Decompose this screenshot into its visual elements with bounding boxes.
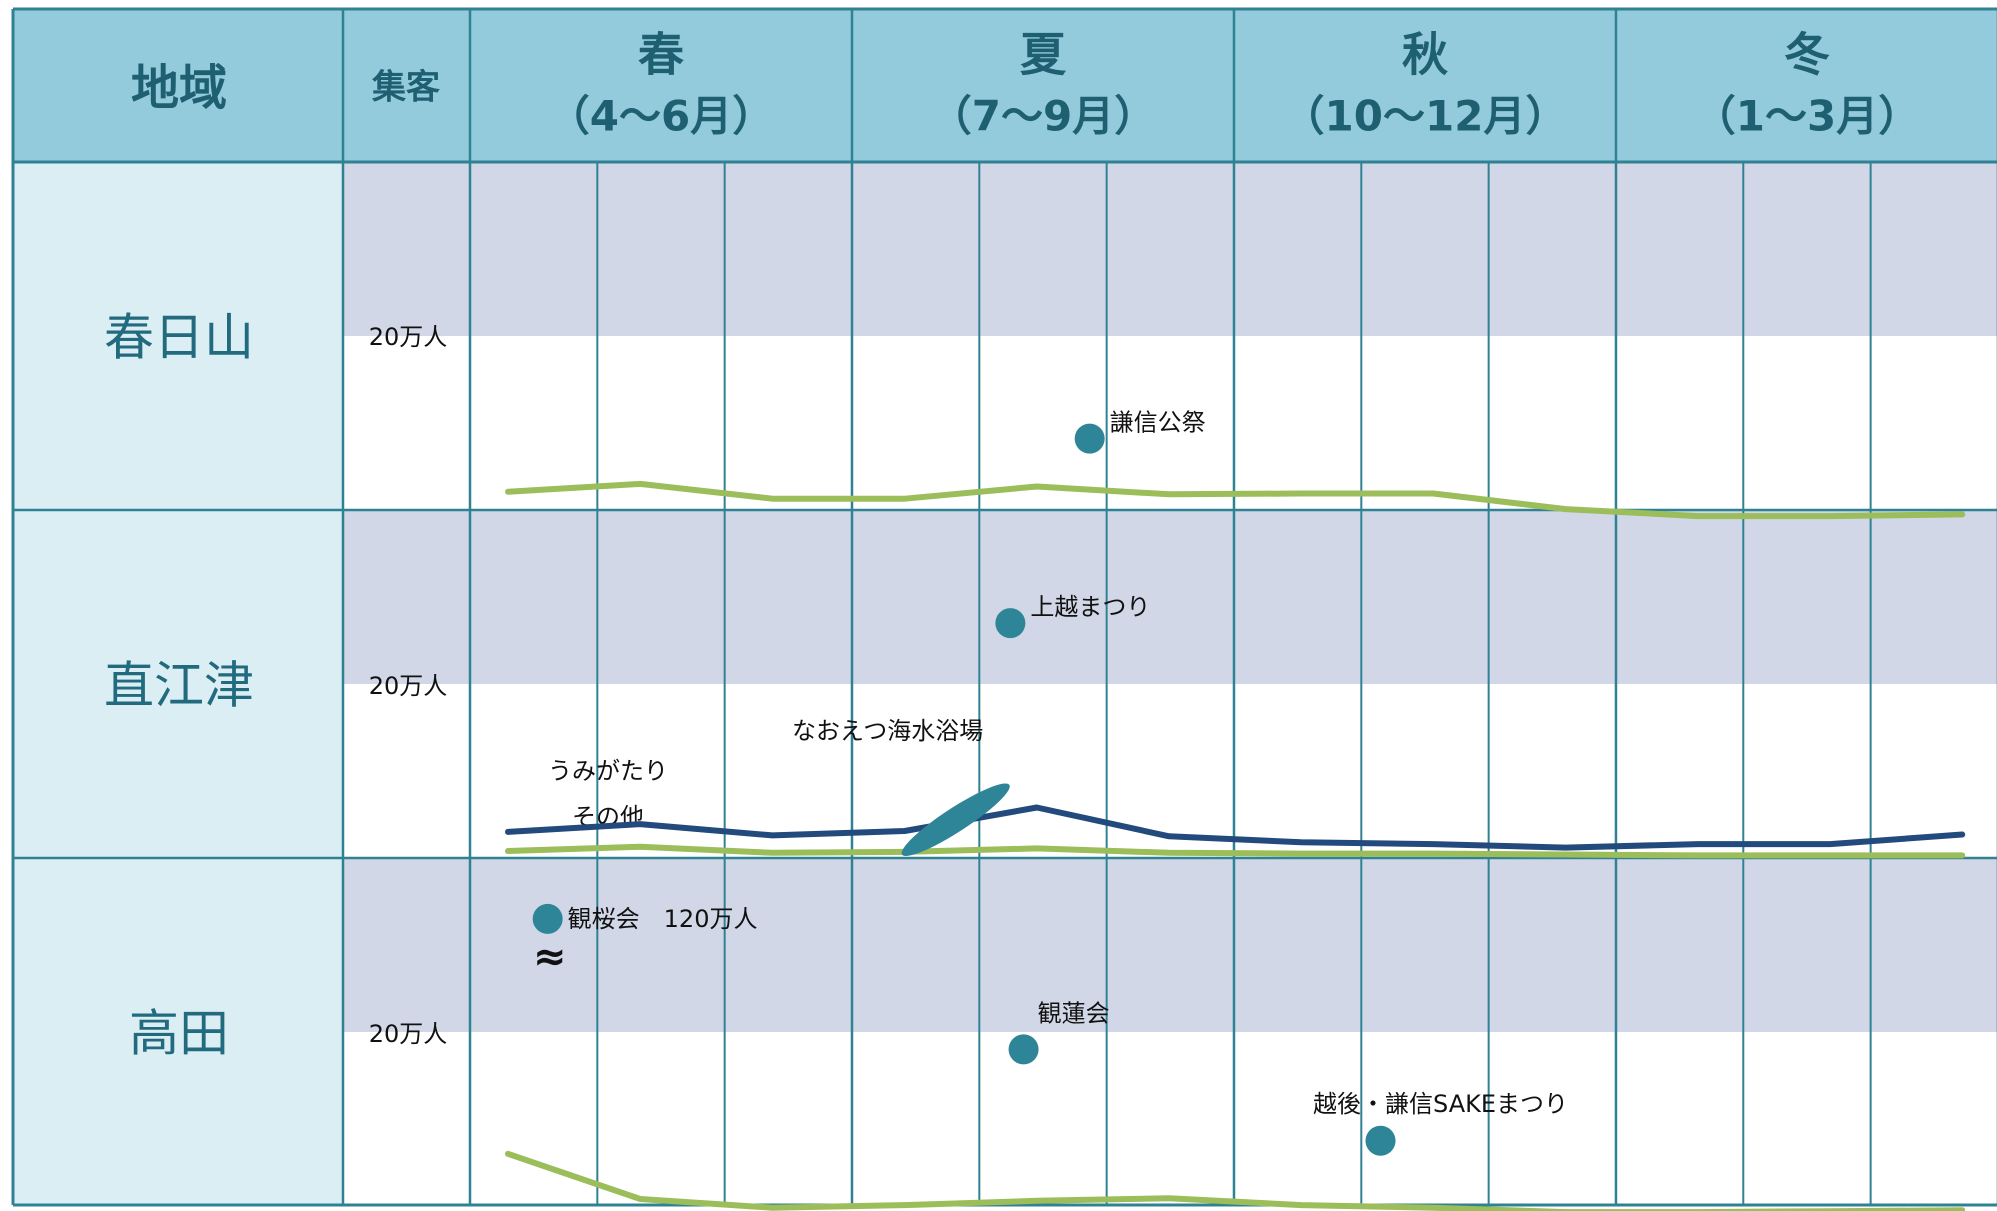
region-label-takada: 高田 [129, 1005, 229, 1063]
event-marker [995, 608, 1026, 639]
annotation-beach: なおえつ海水浴場 [792, 717, 983, 745]
scale-label-kasugayama: 20万人 [369, 323, 448, 351]
series-line-secondary [505, 843, 1966, 859]
header-months-autumn: （10～12月） [1283, 92, 1568, 141]
axis-break-symbol: ≈ [533, 934, 567, 980]
header-region: 地域 [131, 60, 227, 116]
grid-layer [11, 7, 1997, 1207]
series-line-primary [505, 1150, 1966, 1211]
event-label: 観蓮会 [1038, 999, 1110, 1027]
event-label: 越後・謙信SAKEまつり [1313, 1090, 1568, 1118]
event-label: 上越まつり [1030, 593, 1150, 621]
event-marker [1008, 1034, 1039, 1065]
event-label: 謙信公祭 [1110, 409, 1206, 437]
header-season-autumn: 秋 [1402, 28, 1448, 82]
header-visitors: 集客 [371, 68, 440, 108]
scale-label-takada: 20万人 [369, 1020, 448, 1048]
beach-highlight [901, 783, 1010, 857]
background-layer [13, 9, 1997, 1205]
region-label-kasugayama: 春日山 [104, 309, 254, 367]
region-label-naoetsu: 直江津 [104, 657, 254, 715]
header-months-winter: （1～3月） [1694, 92, 1920, 141]
header-season-spring: 春 [638, 28, 684, 82]
event-marker [1365, 1125, 1396, 1156]
header-months-summer: （7～9月） [930, 92, 1156, 141]
series-line-primary [505, 480, 1966, 520]
row-band-upper [343, 510, 1997, 684]
event-marker [532, 903, 563, 934]
header-season-winter: 冬 [1784, 28, 1830, 82]
series-line-primary [505, 804, 1966, 851]
header-row: 地域 集客 春 （4～6月） 夏 （7～9月） 秋 （10～12月） 冬 （1～… [131, 28, 1920, 141]
scale-label-naoetsu: 20万人 [369, 672, 448, 700]
region-column-background [13, 162, 343, 1205]
event-label: 観桜会 120万人 [568, 905, 758, 933]
series-label-umigatari: うみがたり [548, 757, 668, 785]
header-months-spring: （4～6月） [548, 92, 774, 141]
row-band-upper [343, 162, 1997, 336]
row-band-upper [343, 858, 1997, 1032]
header-season-summer: 夏 [1020, 28, 1067, 82]
event-marker [1074, 423, 1105, 454]
